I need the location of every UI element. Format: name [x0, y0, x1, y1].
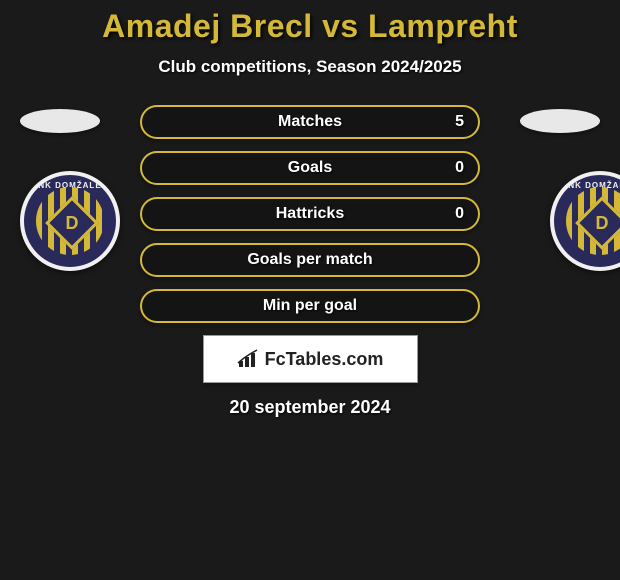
- chart-icon: [237, 349, 261, 369]
- stats-area: NK DOMŽALE D NK DOMŽALE D Matches 5: [0, 105, 620, 418]
- stat-label: Goals per match: [247, 251, 372, 269]
- stat-label: Min per goal: [263, 297, 357, 315]
- badge-letter-right: D: [596, 213, 609, 234]
- stat-row-goals-per-match: Goals per match: [140, 243, 480, 277]
- date-text: 20 september 2024: [0, 397, 620, 418]
- stat-row-hattricks: Hattricks 0: [140, 197, 480, 231]
- stat-value: 0: [455, 159, 464, 177]
- stat-value: 5: [455, 113, 464, 131]
- stat-label: Hattricks: [276, 205, 344, 223]
- stat-row-goals: Goals 0: [140, 151, 480, 185]
- stat-row-matches: Matches 5: [140, 105, 480, 139]
- badge-left: NK DOMŽALE D: [20, 171, 120, 271]
- logo-content: FcTables.com: [237, 349, 384, 370]
- stat-row-min-per-goal: Min per goal: [140, 289, 480, 323]
- logo-text: FcTables.com: [265, 349, 384, 370]
- oval-left: [20, 109, 100, 133]
- oval-right: [520, 109, 600, 133]
- stat-label: Matches: [278, 113, 342, 131]
- stat-label: Goals: [288, 159, 332, 177]
- badge-circle-right: NK DOMŽALE D: [550, 171, 620, 271]
- page-title: Amadej Brecl vs Lampreht: [0, 8, 620, 45]
- main-container: Amadej Brecl vs Lampreht Club competitio…: [0, 0, 620, 418]
- stat-rows: Matches 5 Goals 0 Hattricks 0 Goals per …: [140, 105, 480, 323]
- subtitle: Club competitions, Season 2024/2025: [0, 57, 620, 77]
- badge-right: NK DOMŽALE D: [550, 171, 620, 271]
- badge-letter-left: D: [66, 213, 79, 234]
- stat-value: 0: [455, 205, 464, 223]
- logo-box: FcTables.com: [203, 335, 418, 383]
- badge-circle-left: NK DOMŽALE D: [20, 171, 120, 271]
